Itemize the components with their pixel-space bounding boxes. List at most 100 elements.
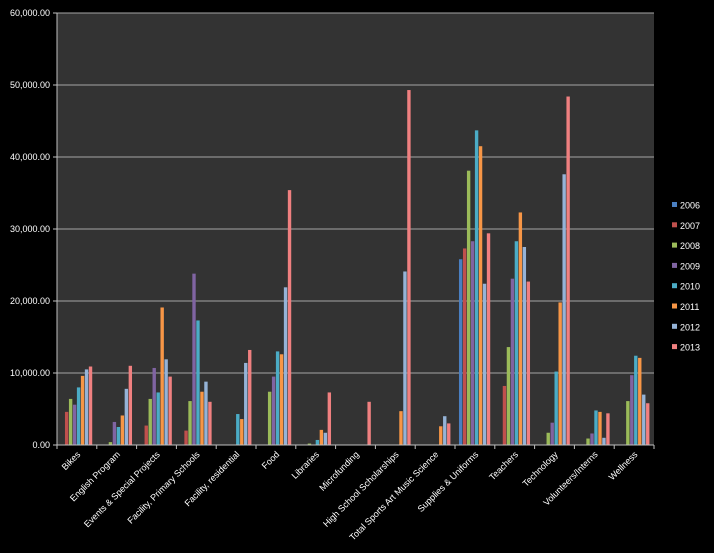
bar [646, 403, 650, 445]
y-tick-label: 40,000.00 [10, 152, 50, 162]
bar [550, 422, 554, 445]
bar [514, 241, 519, 445]
bar [279, 354, 284, 445]
bar [458, 259, 463, 445]
bar [634, 355, 638, 445]
bar [522, 247, 527, 445]
bar [590, 433, 594, 445]
bar [443, 416, 447, 445]
bar [184, 430, 188, 445]
bar [526, 281, 531, 445]
bar [72, 404, 77, 445]
bar [315, 439, 320, 445]
bar [84, 369, 89, 445]
bar [271, 376, 276, 445]
bar [248, 349, 252, 445]
legend-swatch [672, 283, 677, 289]
bar [439, 426, 443, 445]
bar [642, 394, 646, 445]
bar [168, 376, 172, 445]
bar [112, 421, 117, 445]
bar [319, 429, 324, 445]
legend-swatch [672, 222, 677, 228]
legend-label: 2006 [680, 201, 700, 211]
bar [482, 283, 487, 445]
y-tick-label: 50,000.00 [10, 80, 50, 90]
bar [204, 381, 208, 445]
bar [474, 130, 479, 446]
bar [80, 375, 85, 445]
bar [407, 90, 411, 445]
bar [486, 233, 491, 445]
legend-swatch [672, 242, 677, 248]
bar [462, 248, 467, 445]
bar [323, 432, 328, 445]
legend-swatch [672, 323, 677, 329]
bar [506, 347, 511, 445]
bar [470, 241, 475, 445]
bar [88, 366, 93, 445]
bar [160, 307, 164, 445]
bar [510, 278, 515, 445]
legend-label: 2013 [680, 343, 700, 353]
bar [478, 146, 483, 445]
bar [236, 414, 240, 445]
legend: 2006 2007 2008 2009 2010 2011 2012 2013 [672, 201, 700, 353]
y-tick-label: 10,000.00 [10, 368, 50, 378]
bar [116, 427, 121, 445]
bar [156, 392, 160, 445]
bar [240, 419, 244, 445]
bar [602, 437, 606, 445]
bar [196, 320, 200, 445]
y-axis: 0.00 10,000.00 20,000.00 30,000.00 40,000.00… [10, 8, 58, 450]
bar [466, 170, 471, 445]
bar [554, 371, 558, 445]
bar [327, 392, 332, 445]
legend-label: 2009 [680, 261, 700, 271]
legend-label: 2008 [680, 241, 700, 251]
bar [152, 367, 156, 445]
legend-label: 2010 [680, 282, 700, 292]
bar [638, 357, 642, 445]
bar [208, 401, 212, 445]
bar [275, 351, 280, 445]
y-tick-label: 0.00 [32, 440, 50, 450]
bar [630, 375, 634, 445]
legend-label: 2007 [680, 221, 700, 231]
legend-swatch [672, 303, 677, 309]
bar [120, 415, 125, 445]
bar [192, 273, 196, 445]
bar [367, 401, 371, 445]
bars [64, 90, 650, 446]
legend-swatch [672, 262, 677, 268]
bar [76, 387, 81, 445]
bar [164, 359, 168, 445]
bar [68, 398, 73, 445]
bar [594, 410, 598, 445]
bar [606, 413, 610, 445]
bar [267, 391, 272, 445]
bar [283, 287, 288, 445]
bar [244, 362, 248, 445]
bar [307, 443, 312, 445]
bar [399, 411, 403, 445]
y-tick-label: 60,000.00 [10, 8, 50, 18]
legend-swatch [672, 202, 677, 207]
bar [108, 442, 113, 445]
bar [502, 385, 507, 445]
y-tick-label: 20,000.00 [10, 296, 50, 306]
bar [566, 96, 570, 446]
bar [148, 398, 152, 445]
legend-label: 2012 [680, 322, 700, 332]
bar [128, 365, 133, 445]
bar [188, 401, 192, 445]
bar [598, 411, 602, 445]
bar [546, 432, 550, 445]
bar [562, 174, 566, 445]
legend-label: 2011 [680, 302, 699, 312]
bar [287, 190, 292, 445]
bar [447, 423, 451, 445]
y-tick-label: 30,000.00 [10, 224, 50, 234]
bar [64, 411, 69, 445]
